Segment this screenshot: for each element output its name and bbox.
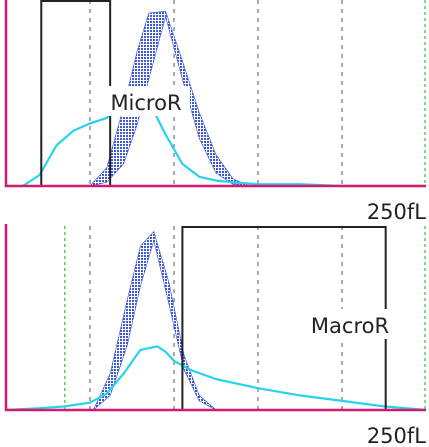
reference-band [93,231,217,411]
gate-label-backdrop [305,309,395,339]
gate-label-backdrop [102,86,190,116]
sample-curve [6,87,426,188]
gate-label: MacroR [311,314,389,338]
sample-curve [5,345,427,412]
gate-label: MicroR [110,91,181,115]
x-axis-label: 250fL [367,200,426,224]
histogram-panel-top: MicroR 250fL [4,0,426,224]
x-axis-label: 250fL [367,424,426,447]
histogram-panel-bottom: MacroR 250fL [4,224,427,447]
gate-box [40,0,112,187]
